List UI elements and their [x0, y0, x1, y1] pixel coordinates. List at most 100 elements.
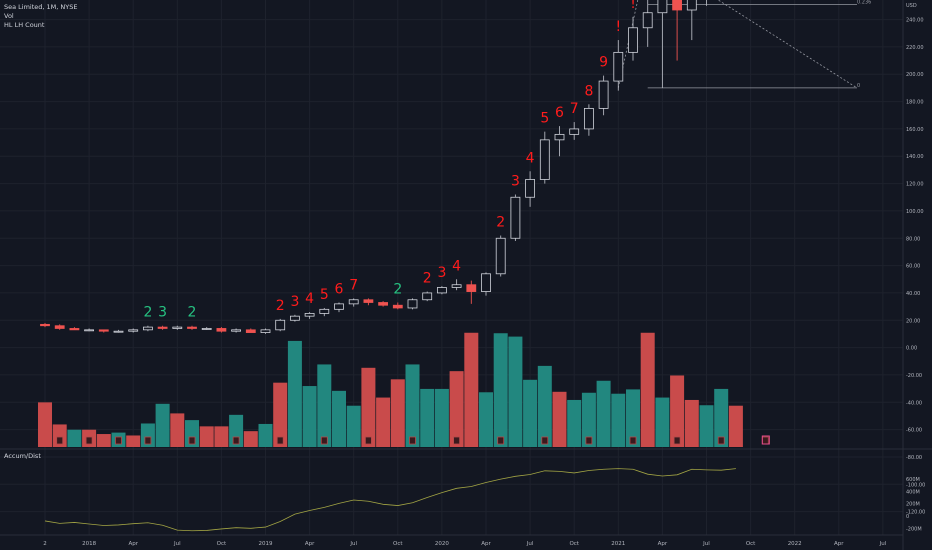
candle-body — [157, 326, 168, 329]
price-axis-label: 200.00 — [906, 72, 924, 78]
volume-bar — [332, 390, 346, 447]
volume-bar — [508, 336, 523, 447]
time-axis-label: Apr — [481, 541, 491, 547]
volume-bar — [684, 399, 699, 447]
count-label: 5 — [540, 111, 549, 127]
candle-body — [510, 196, 521, 239]
price-axis-label: 120.00 — [906, 182, 924, 188]
count-label: 7 — [570, 101, 579, 117]
candle-body — [598, 80, 609, 109]
candle-body — [201, 328, 212, 330]
count-label: ! — [615, 19, 621, 35]
volume-bar — [214, 426, 229, 447]
earnings-marker — [364, 436, 372, 445]
count-label: 2 — [496, 215, 505, 231]
volume-bar — [390, 379, 405, 447]
candle-body — [289, 315, 300, 321]
time-axis-label: 2020 — [435, 541, 449, 547]
ad-axis-label: -200M — [906, 526, 922, 532]
volume-bar — [449, 371, 464, 447]
earnings-marker — [541, 436, 549, 445]
volume-bar — [537, 365, 552, 447]
volume-bar — [552, 391, 567, 447]
price-axis-label: 0.00 — [906, 346, 917, 352]
candle-body — [98, 329, 109, 332]
earnings-marker — [276, 436, 284, 445]
volume-bar — [317, 364, 332, 447]
symbol-title: Sea Limited, 1M, NYSE — [4, 3, 78, 11]
volume-bar — [38, 402, 52, 447]
count-label: 9 — [599, 55, 608, 71]
candle-body — [304, 313, 315, 317]
earnings-marker — [144, 436, 152, 445]
volume-bar — [493, 333, 508, 447]
candle-body — [172, 326, 183, 329]
earnings-marker — [409, 436, 416, 445]
time-axis-label: Apr — [128, 541, 138, 547]
price-axis-label: 100.00 — [906, 209, 924, 215]
candle-body — [436, 287, 447, 294]
volume-bar — [346, 405, 361, 447]
candle-body — [613, 51, 624, 82]
count-label: 2 — [188, 305, 197, 321]
count-label: ! — [630, 0, 636, 12]
candle-body — [584, 108, 594, 130]
candle-body — [657, 0, 668, 14]
price-axis-label: -40.00 — [906, 400, 922, 406]
accum-dist-line — [44, 468, 736, 532]
time-axis-label: 2 — [43, 541, 47, 547]
volume-bar — [302, 386, 317, 447]
time-axis-label: Apr — [658, 541, 668, 547]
candle-body — [481, 273, 491, 292]
volume-bar — [479, 392, 493, 447]
count-label: 5 — [320, 287, 329, 303]
volume-bar — [405, 364, 420, 447]
volume-bar — [728, 405, 743, 447]
candle-body — [554, 133, 565, 141]
volume-bar — [699, 405, 714, 447]
earnings-marker — [717, 436, 725, 445]
volume-bar — [464, 332, 479, 447]
volume-bar — [199, 426, 214, 447]
earnings-marker — [232, 436, 240, 445]
time-axis-label: 2019 — [259, 541, 273, 547]
earnings-marker — [320, 436, 328, 445]
volume-bar — [714, 388, 729, 447]
fib-level-label: 0 — [857, 83, 860, 89]
candle-body — [672, 0, 682, 11]
price-axis-label: 60.00 — [906, 264, 920, 270]
volume-bar — [287, 340, 302, 447]
count-label: 6 — [335, 281, 344, 297]
count-legend: HL LH Count — [4, 21, 45, 29]
time-axis-label: Oct — [746, 541, 756, 547]
candle-body — [407, 299, 418, 309]
earnings-marker — [629, 436, 637, 445]
volume-bar — [670, 375, 685, 447]
candle-body — [539, 139, 550, 180]
count-label: 6 — [555, 105, 564, 121]
volume-bar — [258, 423, 273, 447]
price-axis-label: 20.00 — [906, 318, 920, 324]
candle-body — [378, 302, 389, 306]
time-axis-label: Jul — [879, 541, 887, 547]
price-axis-label: -20.00 — [906, 373, 922, 379]
count-label: 2 — [276, 298, 285, 314]
time-axis-label: Oct — [393, 541, 403, 547]
price-axis-label: 140.00 — [906, 154, 924, 160]
count-label: 2 — [393, 281, 402, 297]
count-label: 4 — [305, 291, 314, 307]
candle-body — [245, 329, 256, 333]
fib-level-label: 0.236 — [857, 0, 871, 6]
candle-body — [495, 237, 506, 275]
candle-body — [40, 323, 50, 327]
earnings-marker — [453, 436, 461, 445]
volume-bar — [185, 420, 199, 447]
count-label: 3 — [437, 265, 446, 281]
count-label: 4 — [452, 258, 461, 274]
candle-body — [216, 328, 227, 332]
earnings-marker — [673, 436, 681, 445]
volume-bar — [140, 423, 155, 447]
volume-bar — [523, 379, 538, 447]
time-axis-label: Jul — [526, 541, 534, 547]
